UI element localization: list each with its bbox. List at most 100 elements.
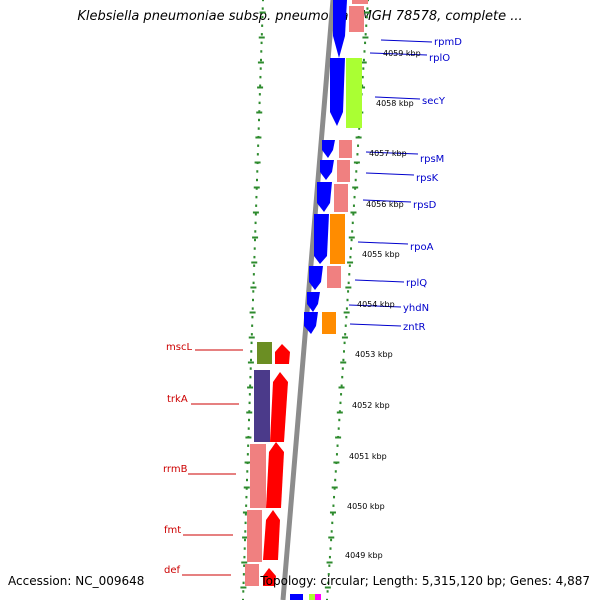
ruler-dot [351,221,354,225]
ruler-dot [258,93,261,96]
ruler-dot [244,530,247,533]
ruler-dot [345,307,348,310]
operon-block [322,312,336,334]
ruler-dot [326,598,328,600]
ruler-label: 4054 kbp [357,300,395,309]
ruler-dot [259,84,262,87]
ruler-dot [260,41,263,45]
ruler-dot [337,427,340,430]
ruler-label: 4050 kbp [347,502,385,511]
ruler-dot [259,75,262,79]
ruler-dot [348,273,351,276]
ruler-dot [246,478,248,482]
ruler-dot [254,230,257,233]
ruler-dot [350,238,353,242]
ruler-dot [333,487,336,490]
ruler-dot [332,504,335,507]
forward-gene-label: yhdN [403,303,429,314]
ruler-dot [345,315,348,319]
ruler-dot [251,324,254,327]
ruler-dot [253,255,256,259]
ruler-dot [349,255,352,259]
ruler-dot [252,290,255,293]
ruler-dot [242,573,245,576]
ruler-dot [242,598,244,600]
ruler-dot [366,7,369,10]
ruler-dot [249,367,252,370]
operon-block [337,160,350,182]
gene-block [263,568,276,586]
ruler-dot [254,238,256,242]
ruler-dot [245,495,248,499]
ruler-dot [261,15,264,19]
operon-block [352,0,368,4]
ruler-dot [261,24,264,27]
gene-label-leader [365,151,419,155]
ruler-dot [249,384,252,387]
gene-label-leader [357,241,409,245]
gene-block [309,594,315,600]
ruler-dot [259,67,262,70]
forward-gene-label: rpmD [434,37,462,48]
gene-block [307,292,320,312]
ruler-dot [342,350,345,353]
ruler-dot [352,213,355,216]
ruler-dot [262,0,264,2]
ruler-dot [352,204,355,207]
gene-block [322,140,335,158]
ruler-dot [249,375,252,379]
operon-block [257,342,272,364]
ruler-dot [252,298,254,302]
ruler-label: 4059 kbp [383,49,421,58]
ruler-dot [256,170,259,173]
operon-block [349,6,364,32]
ruler-label: 4056 kbp [366,200,404,209]
ruler-dot [243,547,246,550]
operon-block [250,444,266,508]
operon-block [334,184,348,212]
forward-gene-label: rpsM [420,154,444,165]
ruler-dot [244,513,247,516]
ruler-dot [250,341,253,345]
ruler-label: 4057 kbp [369,149,407,158]
ruler-dot [258,110,261,113]
ruler-dot [248,410,251,413]
ruler-dot [331,521,334,525]
ruler-dot [364,33,367,36]
ruler-dot [252,273,255,276]
operon-block [247,510,262,562]
ruler-dot [248,401,251,405]
ruler-dot [330,530,333,533]
gene-label-leader [380,39,433,43]
gene-block [266,442,284,508]
ruler-dot [248,393,251,396]
ruler-dot [247,444,250,447]
gene-block [304,312,318,334]
ruler-labels: 4059 kbp 4058 kbp 4057 kbp 4056 kbp 4055 kbp… [345,49,421,560]
ruler-dot [350,247,353,250]
ruler-dot [330,538,333,542]
ruler-dot [257,127,260,130]
ruler-dot [250,350,253,353]
ruler-dot [343,341,346,345]
ruler-dot [334,470,337,473]
ruler-dot [335,453,338,456]
ruler-dot [244,521,247,525]
ruler-dot [365,15,368,19]
ruler-ticks-left [240,11,266,589]
forward-gene-label: rplO [429,53,450,64]
ruler-dot [245,504,248,507]
ruler-dot [329,547,332,550]
ruler-dot [243,564,246,567]
ruler-dot [247,427,250,430]
gene-label-leader [365,172,415,176]
gene-block [315,594,321,600]
ruler-dot [341,367,344,370]
ruler-dot [328,555,331,559]
ruler-dot [245,487,248,490]
ruler-dot [351,230,354,233]
ruler-dot [355,170,358,173]
gene-block [275,344,290,364]
ruler-dot [342,358,345,362]
